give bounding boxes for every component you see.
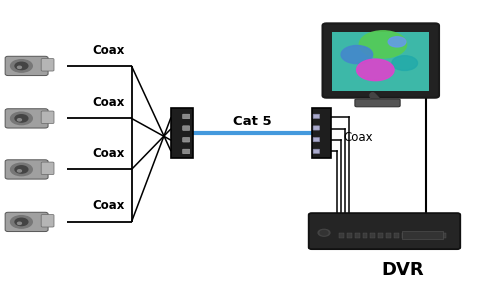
- FancyBboxPatch shape: [41, 111, 54, 123]
- FancyBboxPatch shape: [183, 114, 190, 119]
- Circle shape: [17, 119, 21, 121]
- FancyBboxPatch shape: [313, 114, 320, 119]
- Circle shape: [17, 170, 21, 172]
- FancyBboxPatch shape: [171, 109, 193, 158]
- Circle shape: [10, 112, 32, 125]
- Circle shape: [359, 31, 406, 58]
- Circle shape: [15, 62, 28, 70]
- Text: Coax: Coax: [92, 44, 124, 57]
- Bar: [362, 233, 367, 238]
- Bar: [370, 233, 375, 238]
- Text: DVR: DVR: [382, 261, 424, 279]
- Bar: [333, 32, 429, 91]
- FancyBboxPatch shape: [183, 149, 190, 154]
- Bar: [354, 233, 359, 238]
- FancyBboxPatch shape: [183, 126, 190, 130]
- Bar: [418, 233, 423, 238]
- Circle shape: [388, 37, 406, 47]
- Text: Cat 5: Cat 5: [233, 115, 272, 128]
- Bar: [442, 233, 446, 238]
- Bar: [434, 233, 439, 238]
- Bar: [426, 233, 431, 238]
- Bar: [410, 233, 415, 238]
- Text: Coax: Coax: [92, 199, 124, 212]
- Circle shape: [356, 59, 394, 81]
- Circle shape: [10, 60, 32, 72]
- Circle shape: [320, 231, 328, 235]
- FancyBboxPatch shape: [313, 126, 320, 130]
- Circle shape: [10, 216, 32, 228]
- Bar: [333, 32, 429, 91]
- FancyBboxPatch shape: [41, 58, 54, 71]
- FancyBboxPatch shape: [5, 56, 48, 76]
- Bar: [386, 233, 391, 238]
- Circle shape: [17, 66, 21, 68]
- FancyBboxPatch shape: [41, 162, 54, 174]
- FancyBboxPatch shape: [323, 23, 439, 98]
- Bar: [402, 231, 443, 239]
- FancyBboxPatch shape: [183, 137, 190, 142]
- Circle shape: [15, 115, 28, 122]
- FancyBboxPatch shape: [313, 149, 320, 153]
- Bar: [346, 233, 351, 238]
- Text: Coax: Coax: [92, 96, 124, 109]
- Bar: [402, 233, 407, 238]
- Circle shape: [341, 46, 373, 64]
- FancyBboxPatch shape: [312, 109, 332, 158]
- Text: Coax: Coax: [344, 131, 373, 144]
- FancyBboxPatch shape: [313, 137, 320, 142]
- Bar: [378, 233, 383, 238]
- Text: Coax: Coax: [92, 147, 124, 160]
- Circle shape: [15, 166, 28, 173]
- FancyBboxPatch shape: [355, 99, 400, 107]
- Circle shape: [15, 218, 28, 226]
- FancyBboxPatch shape: [41, 215, 54, 227]
- Circle shape: [318, 229, 330, 236]
- Bar: [394, 233, 399, 238]
- Circle shape: [10, 163, 32, 176]
- FancyBboxPatch shape: [5, 212, 48, 231]
- Circle shape: [392, 56, 417, 70]
- FancyBboxPatch shape: [5, 109, 48, 128]
- FancyBboxPatch shape: [309, 213, 460, 249]
- FancyBboxPatch shape: [5, 160, 48, 179]
- Bar: [339, 233, 344, 238]
- Circle shape: [17, 222, 21, 225]
